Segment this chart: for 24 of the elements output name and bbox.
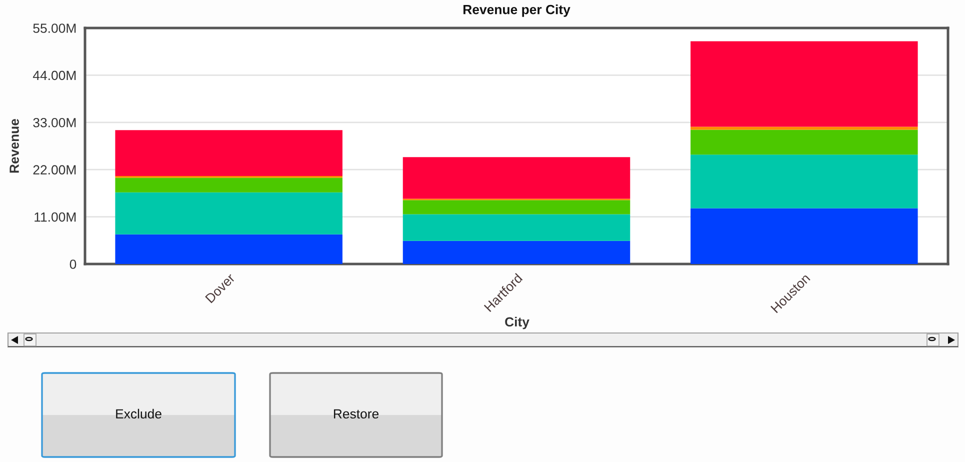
bar	[115, 130, 342, 176]
bar	[690, 41, 918, 127]
bar	[115, 192, 342, 234]
x-axis-title: City	[505, 316, 530, 330]
y-tick-label: 11.00M	[34, 212, 76, 222]
text: Restore	[334, 409, 379, 419]
y-tick-label: 55.00M	[33, 24, 76, 33]
bar	[115, 234, 342, 264]
y-tick-label: 33.00M	[33, 118, 76, 128]
y-axis-title: Revenue	[10, 118, 19, 173]
bar	[402, 200, 630, 214]
bar	[690, 126, 918, 130]
bar	[690, 130, 918, 155]
chart-title: Revenue per City	[463, 4, 570, 17]
y-tick-label: 44.00M	[32, 70, 76, 80]
y-tick-label: 0	[70, 260, 76, 269]
bar	[690, 208, 918, 264]
bar	[402, 214, 630, 241]
y-tick-label: 22.00M	[33, 165, 76, 175]
bar	[115, 178, 342, 192]
bar	[402, 157, 630, 199]
text: Exclude	[116, 408, 162, 419]
bar	[402, 240, 630, 264]
bar	[690, 154, 918, 208]
